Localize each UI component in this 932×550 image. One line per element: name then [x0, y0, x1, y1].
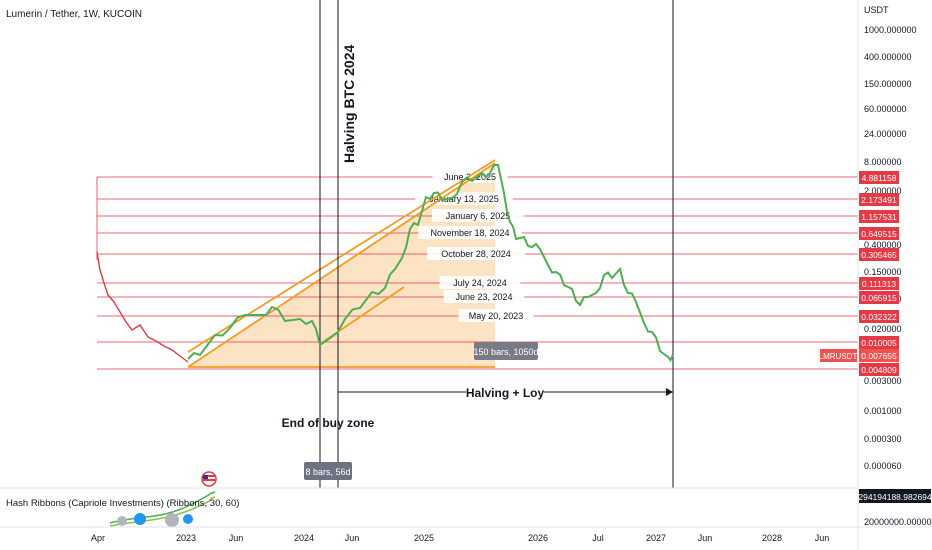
level-label: November 18, 2024	[430, 228, 509, 238]
time-label: 2028	[762, 533, 782, 543]
cursor-measure-text: 8 bars, 56d	[305, 467, 350, 477]
current-price-badge[interactable]	[859, 349, 899, 362]
level-price-value: 0.305465	[861, 250, 897, 260]
indicator-axis-tick: 20000000.000000	[864, 517, 932, 527]
time-axis[interactable]: Apr 2023 Jun 2024 Jun 2025 2026 Jul 2027 Jun 2028 J…	[91, 533, 829, 543]
channel-line-lower	[187, 162, 496, 368]
level-price-badge	[859, 227, 899, 240]
level-price-value: 0.004809	[861, 365, 897, 375]
level-price-value: 0.649515	[861, 229, 897, 239]
time-label: Jun	[815, 533, 830, 543]
level-label-bg	[443, 290, 525, 303]
price-tick-label: 1000.000000	[864, 25, 917, 35]
level-price-value: 0.065915	[861, 293, 897, 303]
ribbon-line-1	[109, 491, 216, 524]
price-tick-label: 0.150000	[864, 267, 902, 277]
indicator-value: 294194188.982694	[858, 492, 932, 502]
range-measure-text: 150 bars, 1050d	[473, 347, 538, 357]
symbol-badge-label: LMRUSDT	[819, 352, 858, 361]
current-price-value: 0.007655	[861, 351, 897, 361]
ribbon-bubble-3	[165, 513, 179, 527]
level-price-badge	[859, 291, 899, 304]
price-tick-label: 0.000300	[864, 434, 902, 444]
time-label: 2025	[414, 533, 434, 543]
ribbon-bubble-1	[117, 516, 127, 526]
price-axis-unit: USDT	[864, 5, 889, 15]
level-price-value: 4.881158	[862, 173, 897, 183]
price-tick-label: 400.000000	[864, 52, 912, 62]
level-label: June 23, 2024	[455, 292, 512, 302]
level-price-badge	[859, 248, 899, 261]
level-label: June 2, 2025	[444, 172, 496, 182]
level-lines: June 2, 2025 January 13, 2025 January 6, 2…	[96, 170, 858, 370]
level-price-value: 2.173491	[861, 195, 897, 205]
level-price-badge	[859, 277, 899, 290]
indicator-value-badge[interactable]	[859, 489, 931, 503]
level-price-value: 0.032322	[861, 312, 897, 322]
time-label: Jun	[698, 533, 713, 543]
time-label: 2023	[176, 533, 196, 543]
range-measure-badge[interactable]	[474, 342, 538, 360]
halving-loy-label-bg	[466, 384, 544, 400]
level-label: January 6, 2025	[446, 211, 511, 221]
level-label-bg	[432, 209, 524, 222]
level-price-value: 1.157531	[861, 212, 897, 222]
time-label: 2027	[646, 533, 666, 543]
price-tick-label: 0.000060	[864, 461, 902, 471]
level-label-bg	[458, 309, 534, 322]
level-price-badges: 4.881158 2.173491 1.157531 0.649515 0.305465…	[859, 171, 899, 376]
time-label: Jul	[592, 533, 604, 543]
price-series	[187, 164, 674, 362]
price-axis-ticks[interactable]: 1000.000000 400.000000 150.000000 60.000000…	[864, 25, 917, 471]
level-label: January 13, 2025	[429, 194, 499, 204]
level-price-badge	[859, 336, 899, 349]
price-tick-label: 150.000000	[864, 79, 912, 89]
cursor-measure-badge[interactable]	[304, 462, 352, 480]
ribbon-bubble-2	[134, 513, 146, 525]
indicator-name[interactable]: Hash Ribbons (Capriole Investments) (Rib…	[6, 498, 239, 509]
halving-btc-label: Halving BTC 2024	[341, 45, 357, 163]
level-price-badge	[859, 193, 899, 206]
time-label: 2026	[528, 533, 548, 543]
symbol-badge[interactable]	[820, 349, 857, 362]
price-tick-label: 8.000000	[864, 157, 902, 167]
level-label: May 20, 2023	[469, 311, 524, 321]
halving-loy-label: Halving + Loy	[466, 386, 545, 400]
arrow-head-icon	[666, 388, 673, 396]
level-label-bg	[427, 247, 525, 260]
level-label-bg	[418, 226, 522, 239]
level-label-bg	[439, 276, 521, 289]
vertical-markers[interactable]	[319, 0, 674, 488]
level-price-badge	[859, 171, 899, 184]
time-label: 2024	[294, 533, 314, 543]
level-price-badge	[859, 310, 899, 323]
price-tick-label: 0.001000	[864, 406, 902, 416]
level-price-value: 0.111313	[862, 279, 896, 289]
price-tick-label: 60.000000	[864, 104, 907, 114]
time-label: Apr	[91, 533, 105, 543]
time-label: Jun	[229, 533, 244, 543]
ribbon-bubble-4	[183, 514, 193, 524]
end-buy-zone-label: End of buy zone	[282, 416, 375, 430]
ribbon-line-2	[109, 496, 216, 527]
price-tick-label: 0.003000	[864, 376, 902, 386]
symbol-title[interactable]: Lumerin / Tether, 1W, KUCOIN	[6, 9, 142, 20]
level-label: July 24, 2024	[453, 278, 507, 288]
level-price-badge	[859, 363, 899, 376]
level-label: October 28, 2024	[441, 249, 511, 259]
level-price-badge	[859, 210, 899, 223]
us-flag-icon[interactable]	[201, 471, 217, 487]
level-price-value: 0.010005	[861, 338, 897, 348]
time-label: Jun	[345, 533, 360, 543]
price-tick-label: 0.020000	[864, 324, 902, 334]
price-tick-label: 24.000000	[864, 129, 907, 139]
price-series-early	[96, 251, 189, 363]
price-tick-label: 2.000000	[864, 186, 902, 196]
channel-line-upper	[187, 159, 496, 353]
price-tick-label: 0.400000	[864, 240, 902, 250]
